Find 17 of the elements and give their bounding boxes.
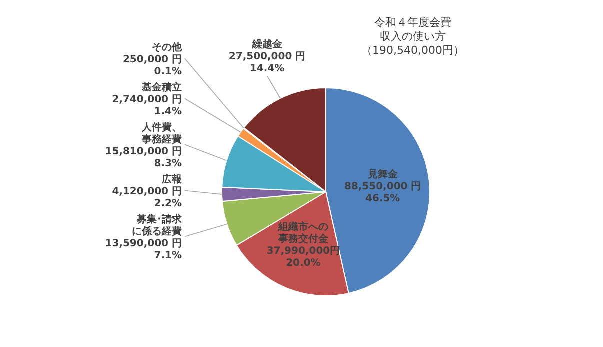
data-label: 15,810,000 円 8.3% bbox=[105, 146, 182, 170]
data-label: 13,590,000 円 7.1% bbox=[105, 238, 182, 262]
slice-label: 繰越金 bbox=[251, 38, 284, 51]
data-label: 250,000 円 0.1% bbox=[122, 54, 182, 78]
data-label: 2,740,000 円 1.4% bbox=[112, 94, 182, 118]
slice-label: 見舞金 bbox=[366, 168, 399, 180]
data-label: 27,500,000 円 14.4% bbox=[228, 52, 306, 75]
data-label: 88,550,000 円 46.5% bbox=[344, 181, 422, 204]
slice-label: 募集･請求に係る経費 bbox=[132, 213, 183, 238]
slice-label: 基金積立 bbox=[141, 81, 182, 94]
chart-title: 令和４年度会費収入の使い方（190,540,000円） bbox=[362, 16, 464, 57]
slice-label: 人件費、事務経費 bbox=[141, 121, 182, 146]
slice-label: その他 bbox=[152, 41, 183, 54]
data-label: 37,990,000円 20.0% bbox=[266, 246, 340, 270]
data-label: 4,120,000 円 2.2% bbox=[112, 186, 182, 210]
slice-label: 組織市への事務交付金 bbox=[277, 221, 330, 246]
slice-label: 広報 bbox=[161, 173, 183, 186]
